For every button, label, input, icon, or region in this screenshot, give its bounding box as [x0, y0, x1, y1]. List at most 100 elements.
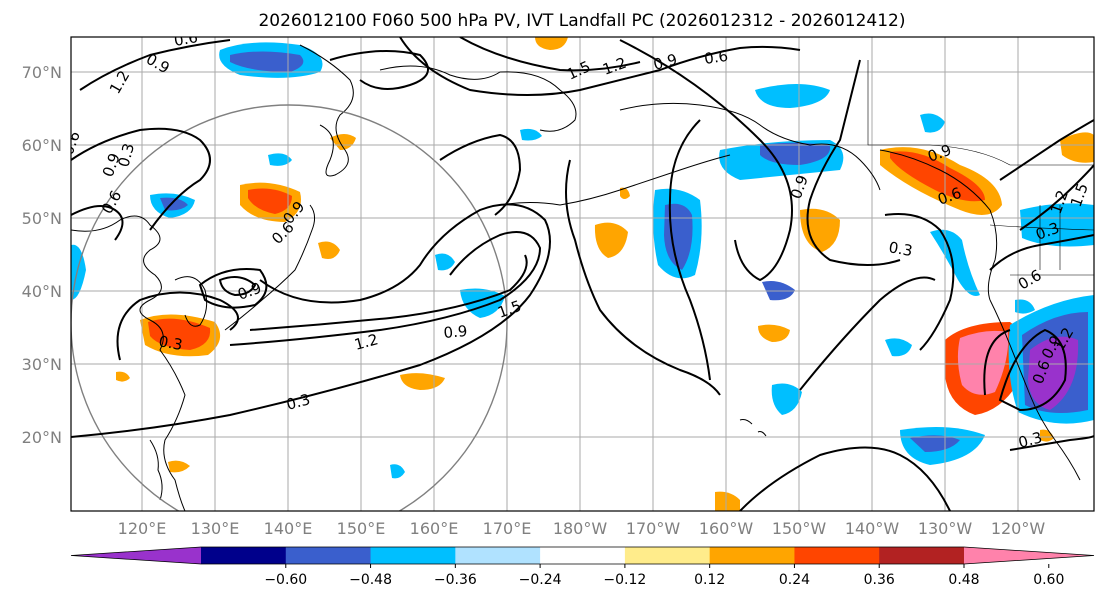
colorbar-segment	[879, 547, 965, 564]
pv-patch-positive	[715, 491, 740, 511]
lat-label: 50°N	[22, 209, 62, 228]
colorbar-tick-label: 0.60	[1033, 572, 1064, 588]
pv-contour-line	[999, 119, 1094, 181]
region-circle	[71, 104, 508, 511]
pv-patch-positive	[116, 371, 130, 382]
pv-patch-negative	[1015, 299, 1035, 314]
pv-patch-negative	[230, 51, 304, 72]
coastline-siberia-north	[379, 65, 577, 132]
lat-label: 30°N	[22, 355, 62, 374]
coastline-uswest	[989, 299, 1081, 481]
coastline-japan	[224, 204, 316, 331]
pv-contour-line	[806, 59, 901, 266]
pv-patch-negative	[920, 113, 945, 133]
pv-contour-line	[116, 291, 239, 361]
coastline-hawaii	[739, 419, 767, 437]
colorbar-segment	[624, 547, 711, 564]
lon-label: 130°E	[191, 519, 240, 538]
coastline-asia	[71, 215, 186, 511]
map-title: 2026012100 F060 500 hPa PV, IVT Landfall…	[258, 11, 905, 31]
colorbar-segment	[201, 547, 287, 564]
contour-label: 0.6	[703, 47, 729, 68]
contour-label: 0.3	[887, 238, 914, 260]
pv-patch-positive	[1060, 132, 1094, 163]
lat-label: 20°N	[22, 428, 62, 447]
colorbar-ticks: −0.60 −0.48 −0.36 −0.24 −0.12 0.12 0.24 0.36 0.4…	[264, 564, 1064, 588]
pv-patch-negative	[435, 253, 455, 271]
lon-label: 120°W	[991, 519, 1046, 538]
lon-label: 130°W	[918, 519, 973, 538]
pv-patch-negative	[771, 383, 802, 415]
contour-label: 0.3	[114, 141, 138, 169]
pv-patch-negative	[885, 338, 912, 357]
colorbar-segment	[709, 547, 795, 564]
colorbar-segment	[285, 547, 372, 564]
map-panel: 0.6 0.9 1.2 0.9 0.6 1.5 1.2 0.9 0.6 0.3 …	[70, 28, 1095, 512]
pv-contour-line	[71, 127, 211, 231]
colorbar-tick-label: 0.36	[864, 572, 895, 588]
coastline-alaska	[619, 102, 881, 191]
contour-label: 0.9	[443, 322, 468, 342]
pv-patch-negative	[390, 464, 405, 479]
contour-label: 0.6	[173, 28, 200, 50]
coastline-korea	[174, 276, 208, 327]
colorbar-tick-label: −0.36	[434, 572, 477, 588]
pv-patch-negative	[520, 128, 542, 141]
colorbar-segment	[370, 547, 456, 564]
pv-contour-line	[884, 213, 955, 351]
contour-label: 1.2	[352, 330, 380, 354]
pv-contour-line	[983, 329, 1011, 396]
pv-contour-line	[198, 268, 268, 309]
pv-patch-positive	[318, 241, 340, 259]
colorbar-segment	[540, 547, 626, 564]
pv-patch-positive	[800, 208, 840, 252]
pv-contour-line	[668, 119, 711, 381]
lon-label: 140°E	[264, 519, 313, 538]
pv-contour-line	[249, 254, 528, 331]
pv-contour-line	[329, 50, 429, 90]
pv-contour-line	[565, 159, 721, 396]
lon-label: 120°E	[118, 519, 167, 538]
political-borders	[867, 60, 1094, 276]
coastline-aleutians	[499, 154, 731, 206]
pv-patch-negative	[268, 153, 292, 166]
lon-label: 150°W	[772, 519, 827, 538]
pv-patch-positive	[890, 151, 985, 202]
pv-patch-positive	[620, 187, 630, 199]
colorbar-tick-label: 0.24	[779, 572, 810, 588]
contour-label: 0.9	[651, 50, 679, 74]
pv-contour-line	[739, 446, 951, 511]
longitude-labels: 120°E 130°E 140°E 150°E 160°E 170°E 180°…	[118, 519, 1046, 538]
pv-patch-negative	[1020, 203, 1094, 247]
colorbar-extend-max	[964, 547, 1094, 564]
colorbar-segment	[455, 547, 541, 564]
pv-contour-line	[399, 37, 801, 96]
map-frame	[70, 36, 1095, 512]
colorbar-tick-label: −0.60	[264, 572, 307, 588]
coastlines	[71, 44, 1081, 511]
colorbar-tick-label: −0.12	[603, 572, 646, 588]
lon-label: 170°E	[483, 519, 532, 538]
pv-contour-line	[989, 234, 1094, 271]
pv-patch-positive	[594, 222, 628, 258]
colorbar-tick-label: 0.48	[948, 572, 979, 588]
lon-label: 150°E	[337, 519, 386, 538]
pv-contour-line	[218, 275, 257, 297]
contour-label: 0.3	[1016, 428, 1044, 452]
contour-label: 0.3	[284, 390, 312, 414]
colorbar-extend-min	[71, 547, 201, 564]
pv-patch-positive	[330, 134, 356, 150]
pv-patch-negative	[755, 84, 830, 108]
colorbar-tick-label: −0.48	[349, 572, 392, 588]
lon-label: 160°E	[410, 519, 459, 538]
lon-label: 140°W	[845, 519, 900, 538]
coastline-bc	[879, 149, 998, 301]
lon-label: 170°W	[626, 519, 681, 538]
pv-patch-negative	[930, 229, 980, 296]
pv-patch-positive	[758, 324, 790, 342]
pv-contour-line	[799, 276, 936, 391]
pv-contour-line	[1019, 164, 1094, 231]
pv-patch-positive	[957, 330, 1009, 395]
lat-label: 40°N	[22, 282, 62, 301]
pv-contours	[71, 37, 1094, 511]
